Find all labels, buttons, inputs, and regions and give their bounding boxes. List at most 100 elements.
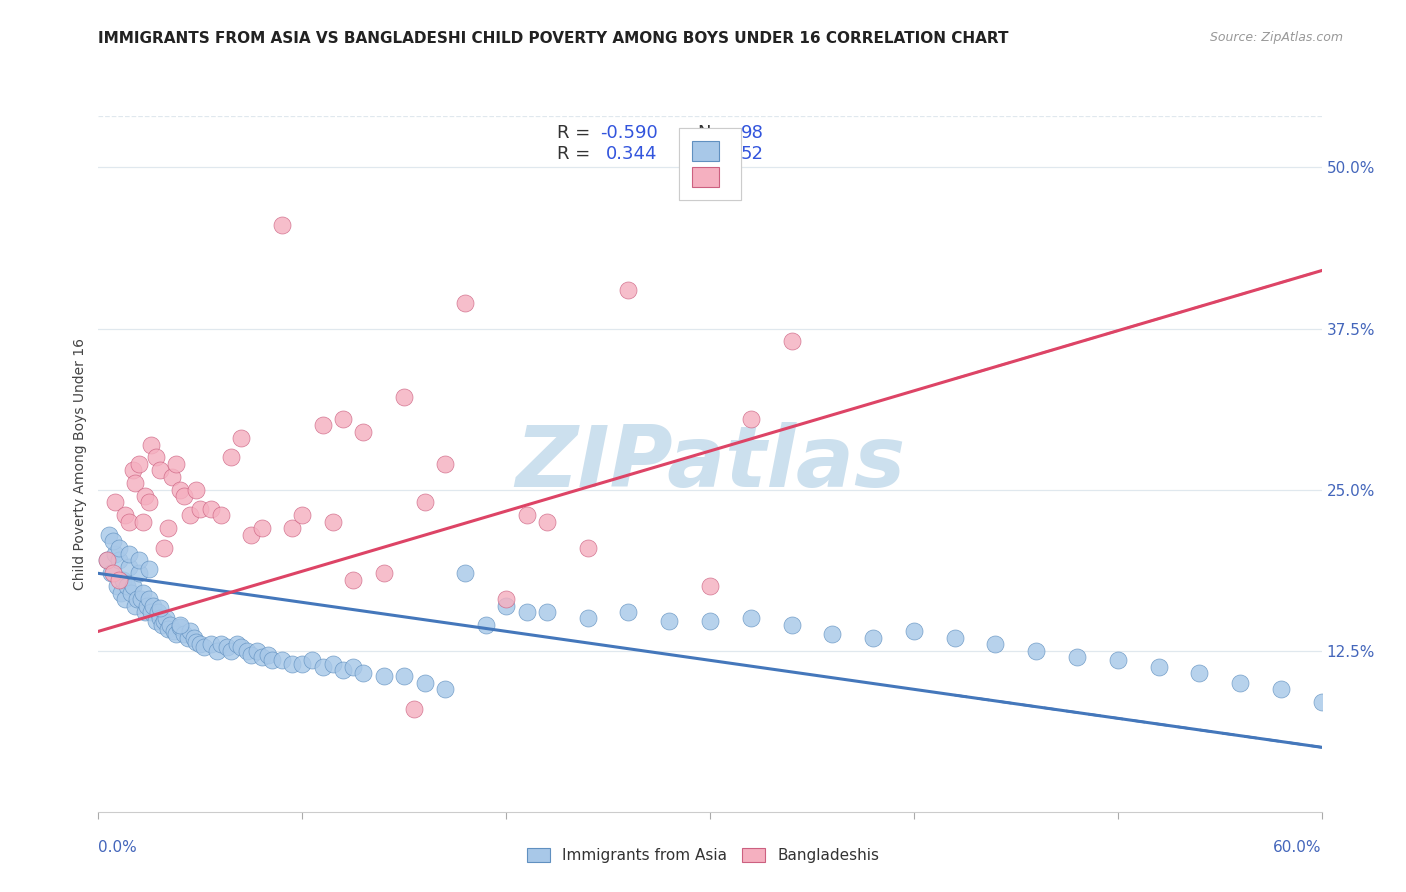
Point: [434, 457, 457, 471]
Point: [516, 508, 538, 523]
Point: [169, 483, 191, 497]
Point: [159, 618, 181, 632]
Point: [209, 637, 232, 651]
Point: [97, 527, 120, 541]
Text: N =: N =: [697, 124, 738, 143]
Point: [165, 627, 187, 641]
Point: [118, 547, 141, 561]
Point: [576, 541, 599, 555]
Point: [250, 521, 273, 535]
Point: [200, 637, 222, 651]
Point: [536, 515, 558, 529]
Point: [152, 541, 174, 555]
Point: [576, 611, 599, 625]
Text: -0.590: -0.590: [600, 124, 658, 143]
Legend: Immigrants from Asia, Bangladeshis: Immigrants from Asia, Bangladeshis: [519, 840, 887, 871]
Point: [183, 631, 205, 645]
Point: [281, 657, 304, 671]
Text: IMMIGRANTS FROM ASIA VS BANGLADESHI CHILD POVERTY AMONG BOYS UNDER 16 CORRELATIO: IMMIGRANTS FROM ASIA VS BANGLADESHI CHIL…: [98, 31, 1010, 46]
Point: [169, 618, 191, 632]
Point: [413, 676, 436, 690]
Point: [301, 653, 323, 667]
Point: [163, 624, 186, 639]
Point: [740, 411, 762, 425]
Text: N =: N =: [697, 145, 738, 163]
Point: [179, 508, 201, 523]
Text: R =: R =: [557, 145, 596, 163]
Point: [145, 614, 167, 628]
Point: [495, 592, 517, 607]
Point: [413, 495, 436, 509]
Point: [434, 682, 457, 697]
Point: [179, 624, 201, 639]
Legend: , : ,: [679, 128, 741, 200]
Point: [617, 283, 640, 297]
Point: [124, 599, 146, 613]
Point: [186, 483, 208, 497]
Point: [226, 637, 249, 651]
Point: [312, 660, 335, 674]
Point: [156, 622, 179, 636]
Point: [495, 599, 517, 613]
Point: [256, 648, 278, 662]
Text: 60.0%: 60.0%: [1274, 839, 1322, 855]
Point: [270, 219, 294, 233]
Point: [215, 640, 238, 654]
Point: [200, 502, 222, 516]
Point: [134, 605, 156, 619]
Point: [108, 553, 131, 567]
Point: [260, 653, 283, 667]
Point: [108, 541, 131, 555]
Point: [240, 527, 263, 541]
Text: 0.0%: 0.0%: [98, 839, 138, 855]
Text: R =: R =: [557, 124, 596, 143]
Text: 0.344: 0.344: [606, 145, 658, 163]
Point: [114, 508, 136, 523]
Point: [373, 566, 395, 581]
Point: [219, 450, 242, 465]
Text: 98: 98: [741, 124, 763, 143]
Point: [142, 599, 165, 613]
Point: [122, 579, 145, 593]
Point: [110, 585, 132, 599]
Point: [205, 643, 228, 657]
Point: [138, 592, 160, 607]
Point: [115, 579, 138, 593]
Point: [903, 624, 925, 639]
Point: [862, 631, 884, 645]
Point: [250, 650, 273, 665]
Point: [118, 515, 141, 529]
Point: [780, 334, 803, 349]
Point: [114, 592, 136, 607]
Point: [118, 560, 141, 574]
Point: [186, 634, 208, 648]
Point: [127, 592, 149, 607]
Point: [132, 585, 155, 599]
Point: [169, 620, 191, 634]
Point: [373, 669, 395, 683]
Text: Source: ZipAtlas.com: Source: ZipAtlas.com: [1209, 31, 1343, 45]
Point: [246, 643, 269, 657]
Point: [101, 534, 124, 549]
Point: [291, 508, 314, 523]
Point: [104, 547, 127, 561]
Point: [124, 476, 146, 491]
Point: [332, 663, 354, 677]
Point: [392, 390, 416, 404]
Point: [699, 579, 721, 593]
Point: [281, 521, 304, 535]
Point: [128, 457, 150, 471]
Point: [231, 431, 253, 445]
Point: [270, 653, 294, 667]
Point: [128, 553, 150, 567]
Point: [138, 562, 160, 576]
Point: [312, 418, 335, 433]
Point: [141, 437, 163, 451]
Point: [342, 573, 364, 587]
Point: [322, 515, 344, 529]
Point: [108, 573, 131, 587]
Point: [352, 425, 374, 439]
Point: [454, 295, 477, 310]
Point: [136, 599, 159, 613]
Point: [617, 605, 640, 619]
